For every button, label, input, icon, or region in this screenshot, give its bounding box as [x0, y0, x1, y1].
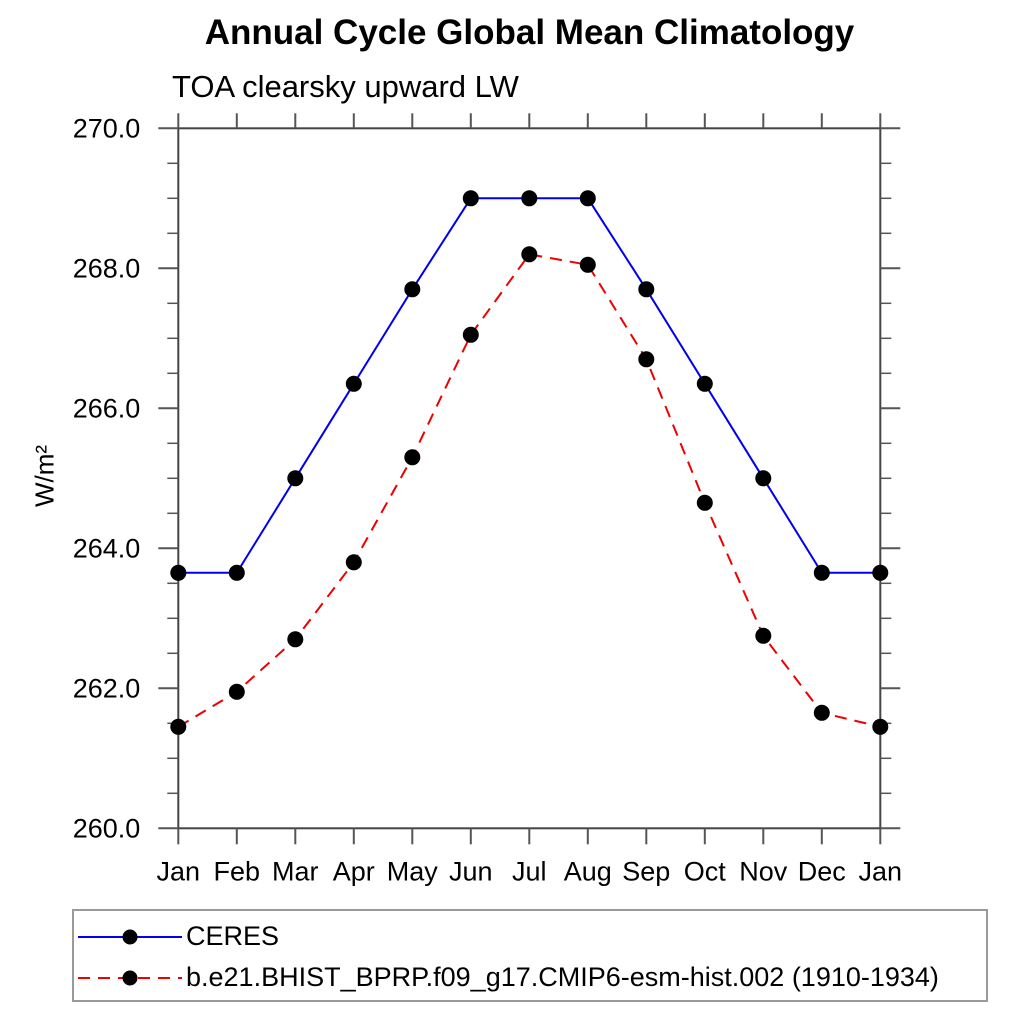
legend-label-model: b.e21.BHIST_BPRP.f09_g17.CMIP6-esm-hist.… [186, 962, 939, 992]
y-tick-label: 264.0 [73, 533, 141, 563]
data-point [872, 718, 889, 735]
data-point [872, 564, 889, 581]
legend-row-model: b.e21.BHIST_BPRP.f09_g17.CMIP6-esm-hist.… [74, 957, 986, 998]
x-tick-label: Sep [622, 856, 670, 886]
data-point [404, 281, 421, 298]
data-point [755, 627, 772, 644]
data-point [813, 704, 830, 721]
legend-label-ceres: CERES [186, 921, 280, 951]
data-point [638, 281, 655, 298]
data-point [579, 256, 596, 273]
legend: CERES b.e21.BHIST_BPRP.f09_g17.CMIP6-esm… [72, 909, 988, 1002]
data-point [345, 375, 362, 392]
legend-row-ceres: CERES [74, 916, 986, 957]
x-tick-label: Oct [684, 856, 727, 886]
data-point [521, 190, 538, 207]
y-tick-label: 260.0 [73, 813, 141, 843]
legend-sample-ceres [78, 929, 182, 944]
chart-subtitle: TOA clearsky upward LW [172, 69, 519, 104]
data-point [404, 449, 421, 466]
x-tick-label: Dec [798, 856, 846, 886]
y-tick-label: 270.0 [73, 113, 141, 143]
x-tick-label: May [387, 856, 439, 886]
x-tick-label: Jan [859, 856, 903, 886]
data-point [170, 718, 187, 735]
data-point [170, 564, 187, 581]
data-point [521, 246, 538, 263]
y-tick-label: 266.0 [73, 393, 141, 423]
x-tick-label: Jan [157, 856, 201, 886]
x-tick-label: Jun [449, 856, 493, 886]
data-point [462, 190, 479, 207]
data-point [813, 564, 830, 581]
data-point [228, 564, 245, 581]
x-tick-label: Nov [739, 856, 788, 886]
x-tick-label: Feb [214, 856, 261, 886]
data-point [287, 631, 304, 648]
series-line [177, 253, 881, 728]
x-tick-label: Jul [512, 856, 547, 886]
data-point [638, 351, 655, 368]
plot-border [177, 127, 882, 830]
data-point [345, 554, 362, 571]
data-point [287, 470, 304, 487]
data-point [579, 190, 596, 207]
series-ceres [170, 190, 889, 581]
chart-title: Annual Cycle Global Mean Climatology [204, 13, 855, 52]
legend-marker-icon [122, 970, 138, 985]
data-point [755, 470, 772, 487]
x-tick-label: Apr [333, 856, 375, 886]
legend-sample-model [78, 970, 182, 985]
data-point [228, 683, 245, 700]
data-point [696, 494, 713, 511]
legend-marker-icon [122, 929, 138, 944]
x-tick-label: Mar [272, 856, 319, 886]
x-tick-label: Aug [564, 856, 612, 886]
data-point [696, 375, 713, 392]
data-point [462, 326, 479, 343]
y-tick-label: 262.0 [73, 673, 141, 703]
y-tick-label: 268.0 [73, 253, 141, 283]
series-model [170, 246, 889, 735]
